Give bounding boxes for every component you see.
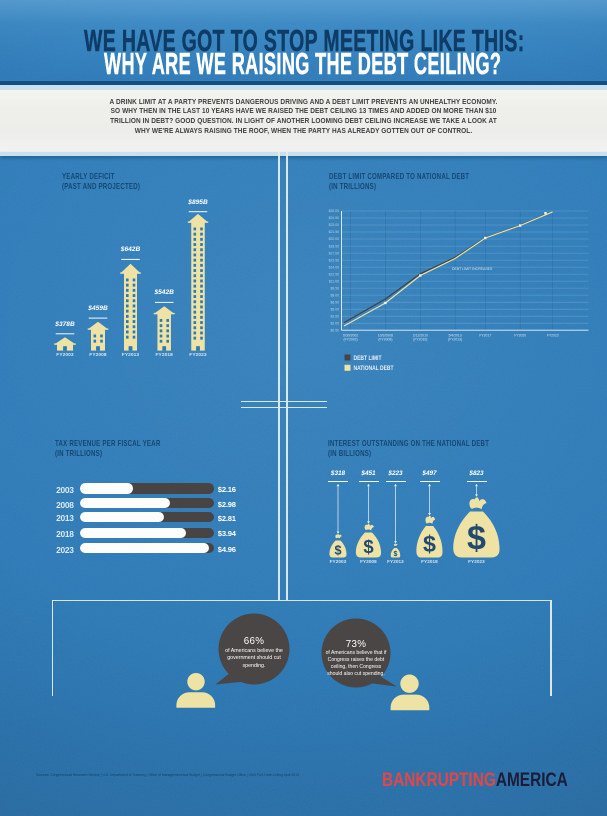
- svg-text:$: $: [467, 519, 486, 557]
- svg-text:$14.00: $14.00: [329, 265, 339, 269]
- svg-text:FY2023: FY2023: [547, 334, 559, 338]
- svg-text:$18.50: $18.50: [329, 244, 339, 248]
- svg-text:$24.50: $24.50: [329, 216, 339, 220]
- svg-text:(FY2002): (FY2002): [344, 338, 358, 342]
- svg-text:6/30/2002: 6/30/2002: [343, 334, 358, 338]
- svg-text:(FY2010): (FY2010): [413, 338, 427, 342]
- svg-text:(FY2013): (FY2013): [448, 338, 462, 342]
- svg-text:$20.00: $20.00: [329, 237, 339, 241]
- svg-text:$23.00: $23.00: [329, 223, 339, 227]
- svg-text:$11.00: $11.00: [329, 279, 339, 283]
- svg-text:$21.50: $21.50: [329, 230, 339, 234]
- svg-text:FY2017: FY2017: [479, 334, 491, 338]
- svg-text:$17.00: $17.00: [329, 251, 339, 255]
- svg-text:$12.50: $12.50: [329, 272, 339, 276]
- svg-text:$3.50: $3.50: [331, 314, 340, 318]
- svg-text:10/3/2008: 10/3/2008: [378, 334, 393, 338]
- svg-text:DEBT LIMIT INCREASES: DEBT LIMIT INCREASES: [452, 267, 493, 271]
- svg-text:$9.50: $9.50: [331, 286, 340, 290]
- svg-text:5/4/2013: 5/4/2013: [448, 334, 461, 338]
- svg-text:$8.00: $8.00: [331, 293, 340, 297]
- svg-text:(FY2008): (FY2008): [378, 338, 392, 342]
- svg-text:NATIONAL DEBT: NATIONAL DEBT: [354, 365, 394, 372]
- svg-text:$26.00: $26.00: [329, 209, 339, 213]
- svg-text:$15.50: $15.50: [329, 258, 339, 262]
- svg-text:FY2020: FY2020: [514, 334, 526, 338]
- svg-text:$2.00: $2.00: [331, 321, 340, 325]
- svg-text:$0.50: $0.50: [331, 328, 340, 332]
- svg-text:$: $: [394, 551, 398, 558]
- svg-text:$: $: [334, 544, 341, 558]
- svg-text:$: $: [423, 531, 436, 557]
- svg-text:DEBT LIMIT: DEBT LIMIT: [354, 355, 382, 362]
- svg-text:2/12/2010: 2/12/2010: [413, 334, 428, 338]
- svg-text:$5.00: $5.00: [331, 307, 340, 311]
- svg-text:$6.50: $6.50: [331, 300, 340, 304]
- svg-text:$: $: [363, 536, 374, 557]
